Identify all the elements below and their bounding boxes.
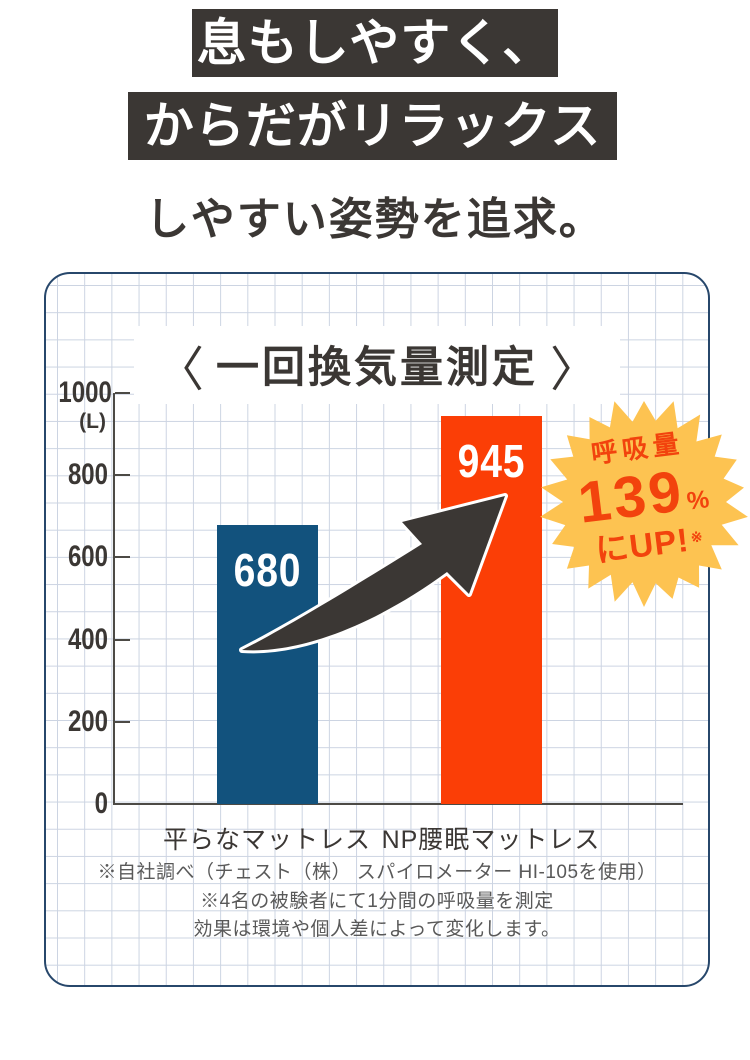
- y-axis-tick: [115, 638, 130, 641]
- y-axis-tick-label: 200: [67, 704, 108, 738]
- x-axis-line: [113, 803, 683, 805]
- headline-line-2-text: からだがリラックス: [143, 98, 602, 154]
- chart-title-band: 〈一回換気量測定〉: [133, 326, 621, 404]
- y-axis-tick-label: 800: [67, 458, 108, 492]
- bar-1: 945: [440, 415, 542, 804]
- badge-note-mark: ※: [689, 528, 704, 546]
- bar-0: 680: [216, 524, 318, 804]
- y-axis-tick-label: 1000: [58, 376, 112, 409]
- chart-title-row: 〈一回換気量測定〉: [46, 326, 708, 404]
- y-axis-unit-label: (L): [79, 410, 106, 433]
- x-axis-label: NP腰眠マットレス: [381, 826, 601, 854]
- y-axis-tick: [115, 556, 130, 559]
- y-axis-tick-label: 400: [67, 622, 108, 656]
- badge-starburst-icon: [540, 401, 748, 607]
- breathing-up-badge: 呼吸量 139% にUP!※: [538, 396, 750, 608]
- y-axis-tick-label: 0: [94, 787, 108, 820]
- footnote-line-1: ※自社調べ（チェスト（株） スパイロメーター HI-105を使用）: [97, 862, 657, 883]
- badge-percent: %: [685, 485, 711, 516]
- x-axis-label: 平らなマットレス: [162, 826, 371, 854]
- bar-value-label: 680: [233, 543, 301, 596]
- title-right-bracket: 〉: [550, 344, 599, 397]
- y-axis-tick-label: 600: [67, 540, 108, 574]
- headline-line-1: 息もしやすく、: [192, 9, 558, 77]
- headline-line-1-text: 息もしやすく、: [196, 15, 554, 71]
- footnote-line-3: 効果は環境や個人差によって変化します。: [193, 919, 561, 940]
- chart-title: 一回換気量測定: [216, 344, 538, 392]
- bar-value-label: 945: [457, 434, 525, 487]
- y-axis-line: [113, 393, 115, 804]
- headline-subtitle: しやすい姿勢を追求。: [145, 195, 605, 244]
- badge-starburst-shape: [540, 401, 748, 607]
- badge-text: 呼吸量 139% にUP!※: [526, 384, 750, 620]
- chart-panel: 〈一回換気量測定〉 (L) 0 200 400 600 800 1000 680 945 平…: [44, 272, 748, 987]
- growth-arrow-icon: [239, 493, 508, 654]
- footnote-line-2: ※4名の被験者にて1分間の呼吸量を測定: [200, 891, 554, 912]
- title-left-bracket: 〈: [155, 344, 204, 397]
- y-axis-tick: [115, 392, 130, 394]
- y-axis-tick: [115, 720, 130, 723]
- y-axis-tick: [115, 474, 130, 477]
- headline-line-2: からだがリラックス: [128, 92, 617, 160]
